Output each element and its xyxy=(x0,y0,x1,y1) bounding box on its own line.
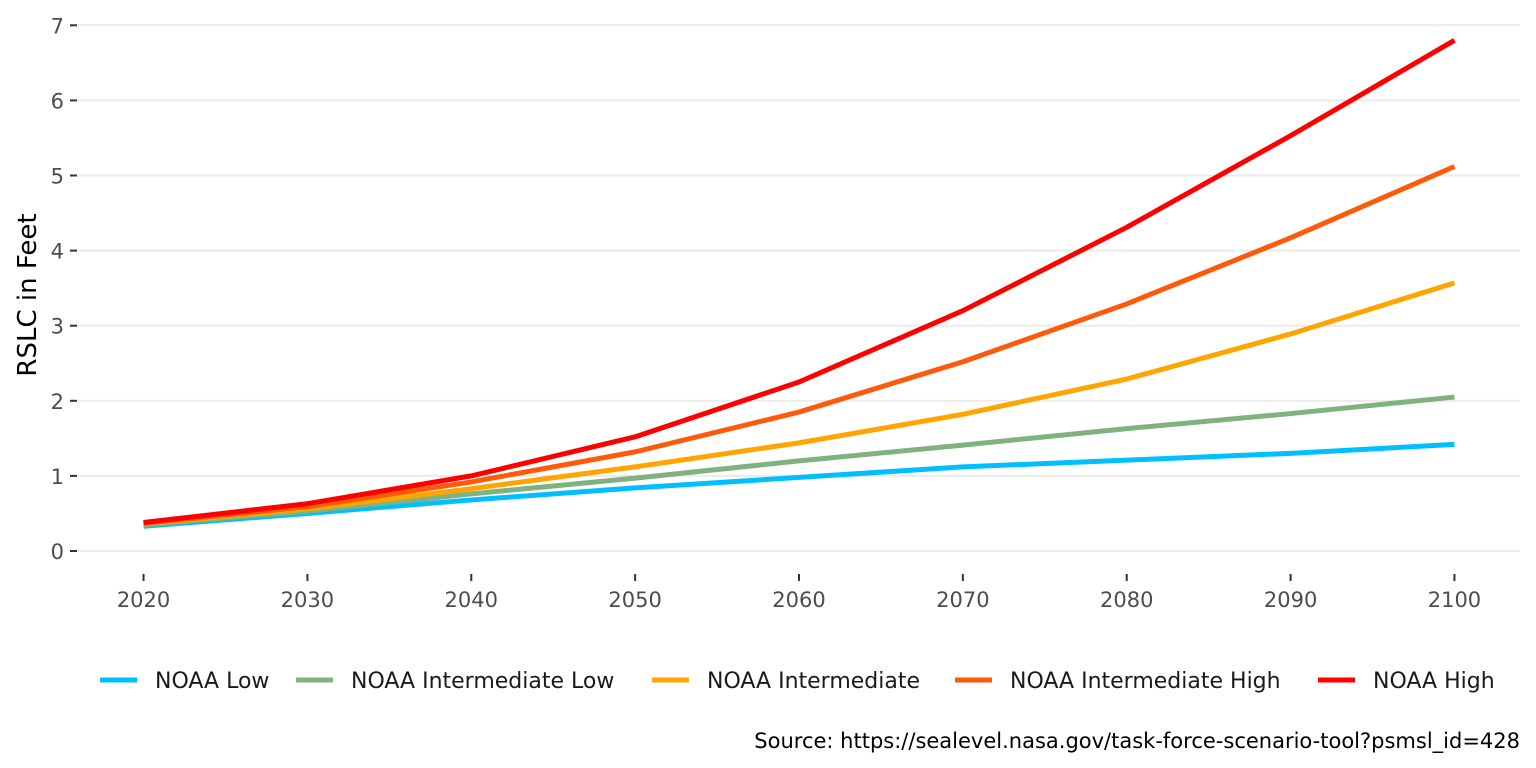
data-point xyxy=(633,485,638,490)
series-line xyxy=(143,38,1456,525)
data-point xyxy=(797,380,802,385)
x-tick-label: 2040 xyxy=(445,588,498,612)
data-point xyxy=(960,443,965,448)
x-tick-label: 2020 xyxy=(117,588,170,612)
y-tick-label: 0 xyxy=(51,540,64,564)
data-point xyxy=(1288,451,1293,456)
data-point xyxy=(469,486,474,491)
data-point xyxy=(1288,133,1293,138)
data-point xyxy=(1452,395,1457,400)
data-point xyxy=(1124,301,1129,306)
data-point xyxy=(797,458,802,463)
source-caption: Source: https://sealevel.nasa.gov/task-f… xyxy=(754,729,1520,754)
y-tick-label: 7 xyxy=(51,14,64,38)
data-point xyxy=(1288,235,1293,240)
x-tick-label: 2070 xyxy=(936,588,989,612)
data-point xyxy=(797,410,802,415)
legend: NOAA Low NOAA Intermediate Low NOAA Interm… xyxy=(100,669,1495,694)
data-point xyxy=(1452,164,1457,169)
y-tick-label: 3 xyxy=(51,315,64,339)
x-tick-label: 2050 xyxy=(608,588,661,612)
series-noaa-intermediate-low xyxy=(143,394,1457,528)
series-noaa-intermediate xyxy=(143,280,1457,527)
data-point xyxy=(469,473,474,478)
series-noaa-intermediate-high xyxy=(143,164,1457,526)
legend-label: NOAA Intermediate High xyxy=(1010,669,1281,694)
data-point xyxy=(469,491,474,496)
data-point xyxy=(469,497,474,502)
data-point xyxy=(141,520,146,525)
x-tick-label: 2080 xyxy=(1100,588,1153,612)
data-point xyxy=(633,476,638,481)
data-point xyxy=(1452,280,1457,285)
legend-label: NOAA Intermediate Low xyxy=(351,669,614,694)
legend-item: NOAA Intermediate High xyxy=(955,669,1281,694)
y-tick-label: 5 xyxy=(51,165,64,189)
data-point xyxy=(1124,458,1129,463)
series-noaa-low xyxy=(143,441,1457,529)
data-point xyxy=(1452,38,1457,43)
legend-label: NOAA Low xyxy=(155,669,269,694)
data-point xyxy=(305,501,310,506)
y-tick-label: 4 xyxy=(51,240,64,264)
data-point xyxy=(469,479,474,484)
series-noaa-high xyxy=(141,38,1457,525)
data-point xyxy=(960,412,965,417)
data-point xyxy=(1288,331,1293,336)
data-point xyxy=(960,308,965,313)
data-point xyxy=(633,449,638,454)
series-line xyxy=(143,394,1455,528)
axis-layer: 0 1 2 3 4 5 6 7 2020 2030 2040 2050 2060 2070 2080 2090… xyxy=(51,14,1482,612)
data-point xyxy=(1452,442,1457,447)
y-tick-label: 2 xyxy=(51,390,64,414)
legend-label: NOAA High xyxy=(1373,669,1495,694)
data-point xyxy=(1124,225,1129,230)
series-line xyxy=(143,441,1455,529)
legend-label: NOAA Intermediate xyxy=(707,669,920,694)
legend-item: NOAA High xyxy=(1318,669,1495,694)
data-point xyxy=(797,475,802,480)
data-point xyxy=(633,434,638,439)
data-point xyxy=(960,359,965,364)
grid-layer xyxy=(78,24,1520,552)
legend-item: NOAA Low xyxy=(100,669,269,694)
data-point xyxy=(960,464,965,469)
series-line xyxy=(143,280,1456,527)
x-tick-label: 2100 xyxy=(1428,588,1481,612)
series-line xyxy=(143,164,1456,526)
legend-item: NOAA Intermediate Low xyxy=(296,669,614,694)
legend-item: NOAA Intermediate xyxy=(652,669,920,694)
x-tick-label: 2030 xyxy=(281,588,334,612)
data-point xyxy=(1124,426,1129,431)
y-tick-label: 6 xyxy=(51,89,64,113)
y-axis-title: RSLC in Feet xyxy=(13,213,43,376)
x-tick-label: 2090 xyxy=(1264,588,1317,612)
data-point xyxy=(1124,377,1129,382)
y-tick-label: 1 xyxy=(51,465,64,489)
x-tick-label: 2060 xyxy=(772,588,825,612)
data-point xyxy=(633,464,638,469)
data-point xyxy=(1288,411,1293,416)
data-point xyxy=(797,440,802,445)
series-layer xyxy=(141,38,1457,529)
